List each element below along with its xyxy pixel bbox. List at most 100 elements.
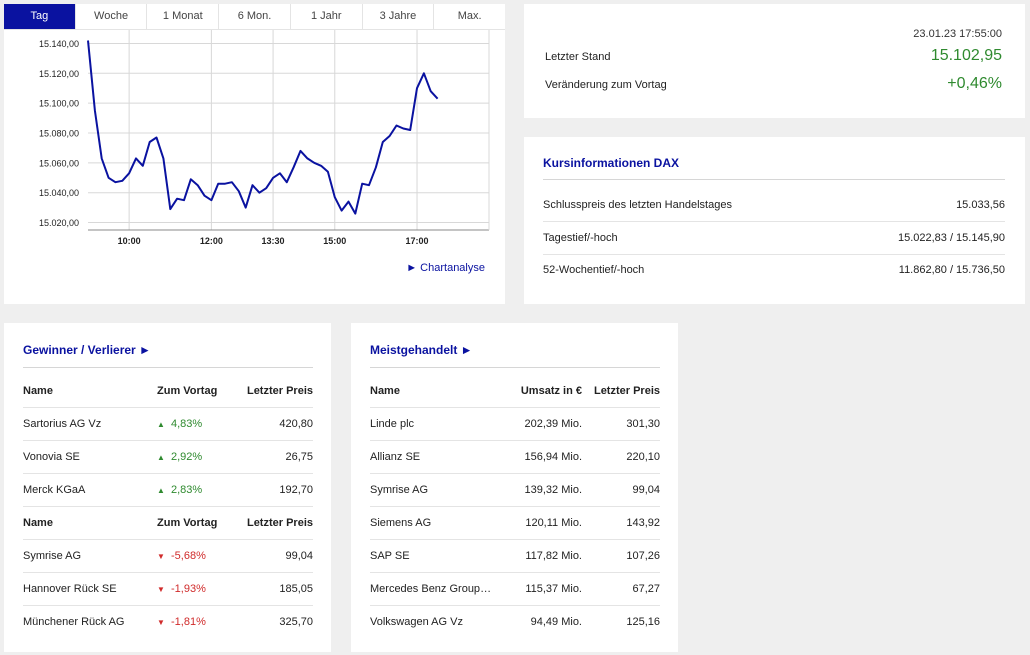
table-row[interactable]: Symrise AG ▼ -5,68% 99,04 <box>23 540 313 573</box>
price-value: 185,05 <box>279 583 313 595</box>
table-row[interactable]: SAP SE 117,82 Mio. 107,26 <box>370 540 660 573</box>
price-value: 26,75 <box>285 451 313 463</box>
chart-panel: Tag Woche 1 Monat 6 Mon. 1 Jahr 3 Jahre Max. 1… <box>4 4 505 304</box>
umsatz-value: 94,49 Mio. <box>530 616 582 628</box>
table-header-row: Name Umsatz in € Letzter Preis <box>370 375 660 408</box>
meistgehandelt-table: Name Umsatz in € Letzter Preis Linde plc 202… <box>370 375 660 638</box>
stock-name: Vonovia SE <box>23 451 80 463</box>
price-value: 99,04 <box>285 550 313 562</box>
umsatz-value: 117,82 Mio. <box>525 550 582 562</box>
change-label: Veränderung zum Vortag <box>545 79 667 91</box>
stock-name: Sartorius AG Vz <box>23 418 102 430</box>
arrow-up-icon: ▲ <box>157 453 165 462</box>
column-header: Name <box>370 385 400 397</box>
table-row[interactable]: Siemens AG 120,11 Mio. 143,92 <box>370 507 660 540</box>
change-cell: ▲ 2,92% <box>157 451 245 463</box>
stock-name: Hannover Rück SE <box>23 583 117 595</box>
umsatz-value: 120,11 Mio. <box>525 517 582 529</box>
table-row[interactable]: Münchener Rück AG ▼ -1,81% 325,70 <box>23 606 313 638</box>
umsatz-value: 139,32 Mio. <box>524 484 582 496</box>
tab-3-jahre[interactable]: 3 Jahre <box>363 4 435 29</box>
column-header: Letzter Preis <box>246 385 313 397</box>
y-tick-label: 15.020,00 <box>39 218 79 228</box>
stock-name: Münchener Rück AG <box>23 616 125 628</box>
arrow-down-icon: ▼ <box>157 552 165 561</box>
y-tick-label: 15.140,00 <box>39 39 79 49</box>
price-value: 325,70 <box>279 616 313 628</box>
kurs-label: 52-Wochentief/-hoch <box>543 264 645 276</box>
table-row[interactable]: Linde plc 202,39 Mio. 301,30 <box>370 408 660 441</box>
column-header: Umsatz in € <box>520 385 582 397</box>
price-value: 125,16 <box>626 616 660 628</box>
table-row[interactable]: Hannover Rück SE ▼ -1,93% 185,05 <box>23 573 313 606</box>
tab-tag[interactable]: Tag <box>4 4 76 29</box>
price-value: 420,80 <box>279 418 313 430</box>
stock-name: Allianz SE <box>370 451 421 463</box>
x-tick-label: 13:30 <box>262 236 285 246</box>
tab-woche[interactable]: Woche <box>76 4 148 29</box>
price-value: 107,26 <box>626 550 660 562</box>
table-row[interactable]: Vonovia SE ▲ 2,92% 26,75 <box>23 441 313 474</box>
tab-1-monat[interactable]: 1 Monat <box>147 4 220 29</box>
y-tick-label: 15.100,00 <box>39 99 79 109</box>
divider <box>543 179 1005 180</box>
table-row[interactable]: Mercedes Benz Group AG... 115,37 Mio. 67,2… <box>370 573 660 606</box>
stock-name: Volkswagen AG Vz <box>370 616 463 628</box>
stock-name: Merck KGaA <box>23 484 86 496</box>
tab-max[interactable]: Max. <box>457 10 482 22</box>
tab-1-jahr[interactable]: 1 Jahr <box>291 4 363 29</box>
kurs-value: 15.033,56 <box>956 199 1005 211</box>
chartanalyse-link[interactable]: ► Chartanalyse <box>406 262 485 274</box>
umsatz-value: 202,39 Mio. <box>524 418 582 430</box>
quote-timestamp: 23.01.23 17:55:00 <box>913 28 1002 40</box>
divider <box>370 367 660 368</box>
umsatz-value: 156,94 Mio. <box>524 451 582 463</box>
kurs-value: 15.022,83 / 15.145,90 <box>897 232 1005 244</box>
kursinformationen-title: Kursinformationen DAX <box>543 156 680 170</box>
table-row[interactable]: Sartorius AG Vz ▲ 4,83% 420,80 <box>23 408 313 441</box>
gewinner-verlierer-title[interactable]: Gewinner / Verlierer ► <box>23 343 151 357</box>
table-header-row: Name Zum Vortag Letzter Preis <box>23 507 313 540</box>
kurs-label: Tagestief/-hoch <box>543 232 618 244</box>
change-cell: ▼ -1,93% <box>157 583 245 595</box>
stock-name: Symrise AG <box>370 484 429 496</box>
kurs-label: Schlusspreis des letzten Handelstages <box>543 199 732 211</box>
kursinformationen-panel: Kursinformationen DAX Schlusspreis des l… <box>524 137 1025 304</box>
tab-6-mon[interactable]: 6 Mon. <box>219 4 291 29</box>
timeframe-tabs: Tag Woche 1 Monat 6 Mon. 1 Jahr 3 Jahre Max. <box>4 4 505 30</box>
column-header: Zum Vortag <box>157 517 218 529</box>
meistgehandelt-title[interactable]: Meistgehandelt ► <box>370 343 473 357</box>
table-row[interactable]: Volkswagen AG Vz 94,49 Mio. 125,16 <box>370 606 660 638</box>
divider <box>23 367 313 368</box>
kurs-row-52-wochen: 52-Wochentief/-hoch 11.862,80 / 15.736,5… <box>543 254 1005 286</box>
table-row[interactable]: Symrise AG 139,32 Mio. 99,04 <box>370 474 660 507</box>
column-header: Letzter Preis <box>593 385 660 397</box>
price-value: 67,27 <box>632 583 660 595</box>
change-value: 2,83% <box>171 484 203 496</box>
table-row[interactable]: Merck KGaA ▲ 2,83% 192,70 <box>23 474 313 507</box>
change-value: +0,46% <box>947 75 1002 92</box>
kurs-row-schlusspreis: Schlusspreis des letzten Handelstages 15… <box>543 189 1005 222</box>
last-price-value: 15.102,95 <box>930 47 1002 64</box>
stock-name: SAP SE <box>370 550 410 562</box>
arrow-down-icon: ▼ <box>157 585 165 594</box>
change-cell: ▲ 2,83% <box>157 484 245 496</box>
arrow-down-icon: ▼ <box>157 618 165 627</box>
dax-intraday-chart: 15.140,00 15.120,00 15.100,00 15.080,00 15.0… <box>39 30 490 246</box>
table-row[interactable]: Allianz SE 156,94 Mio. 220,10 <box>370 441 660 474</box>
y-tick-label: 15.040,00 <box>39 188 79 198</box>
umsatz-value: 115,37 Mio. <box>525 583 582 595</box>
quote-summary-panel: 23.01.23 17:55:00 Letzter Stand 15.102,9… <box>524 4 1025 118</box>
change-cell: ▼ -5,68% <box>157 550 245 562</box>
change-value: -1,93% <box>171 583 206 595</box>
column-header: Name <box>23 385 53 397</box>
price-value: 143,92 <box>626 517 660 529</box>
change-value: -5,68% <box>171 550 206 562</box>
y-tick-label: 15.120,00 <box>39 69 79 79</box>
stock-name: Linde plc <box>370 418 415 430</box>
change-value: 2,92% <box>171 451 203 463</box>
stock-name: Siemens AG <box>370 517 432 529</box>
change-cell: ▼ -1,81% <box>157 616 245 628</box>
meistgehandelt-panel: Meistgehandelt ► Name Umsatz in € Letzter … <box>351 323 678 652</box>
change-value: -1,81% <box>171 616 206 628</box>
